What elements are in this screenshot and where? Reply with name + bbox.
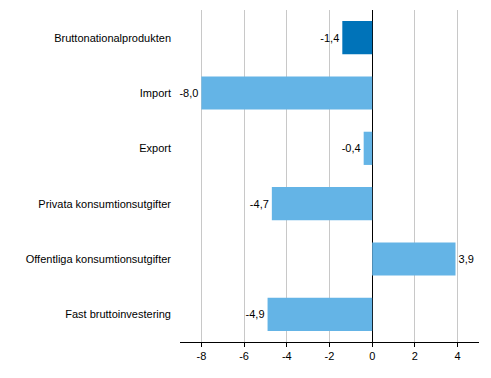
- svg-text:-8: -8: [196, 350, 206, 362]
- svg-text:-2: -2: [325, 350, 335, 362]
- svg-text:-4,7: -4,7: [250, 198, 269, 210]
- svg-text:-8,0: -8,0: [179, 87, 198, 99]
- svg-text:3,9: 3,9: [459, 253, 474, 265]
- svg-text:Import: Import: [140, 87, 171, 99]
- svg-text:-4,9: -4,9: [246, 308, 265, 320]
- svg-text:Bruttonationalprodukten: Bruttonationalprodukten: [54, 32, 171, 44]
- svg-text:-4: -4: [282, 350, 292, 362]
- svg-text:Offentliga konsumtionsutgifter: Offentliga konsumtionsutgifter: [26, 253, 172, 265]
- svg-text:-0,4: -0,4: [342, 142, 361, 154]
- svg-text:Fast bruttoinvestering: Fast bruttoinvestering: [65, 308, 171, 320]
- svg-text:4: 4: [455, 350, 461, 362]
- svg-text:2: 2: [412, 350, 418, 362]
- svg-text:Export: Export: [139, 142, 171, 154]
- svg-text:0: 0: [369, 350, 375, 362]
- svg-text:-6: -6: [239, 350, 249, 362]
- svg-text:-1,4: -1,4: [320, 32, 339, 44]
- svg-text:Privata konsumtionsutgifter: Privata konsumtionsutgifter: [38, 198, 171, 210]
